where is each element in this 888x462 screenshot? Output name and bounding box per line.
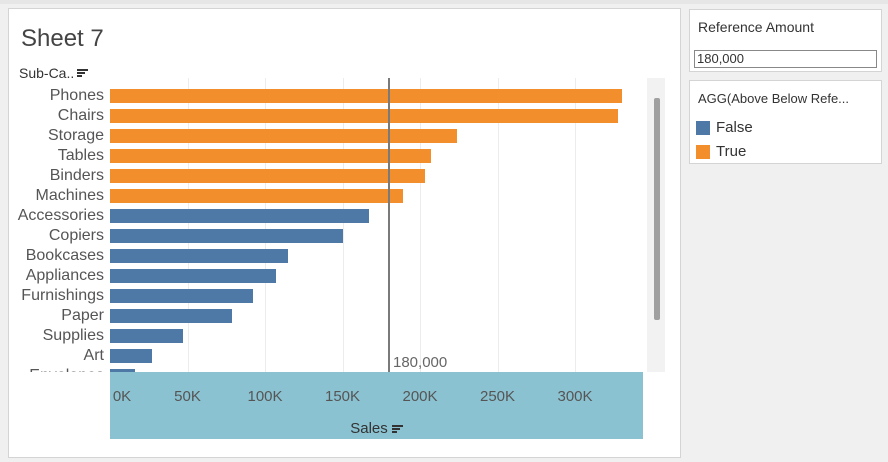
sort-icon[interactable] (391, 424, 403, 434)
bar-envelopes[interactable] (110, 369, 135, 372)
category-label[interactable]: Chairs (57, 107, 104, 124)
bar-binders[interactable] (110, 169, 425, 183)
category-label[interactable]: Copiers (48, 227, 104, 244)
gridline (420, 78, 421, 372)
category-label[interactable]: Paper (61, 307, 104, 324)
bar-chart-plot[interactable]: 180,000 (110, 78, 636, 372)
category-labels: Phones Chairs Storage Tables Binders Machines… (0, 78, 104, 372)
legend-label-true: True (716, 143, 747, 160)
side-pane-background (686, 166, 888, 462)
category-label[interactable]: Accessories (17, 207, 104, 224)
category-label[interactable]: Machines (35, 187, 104, 204)
bar-paper[interactable] (110, 309, 233, 323)
category-label[interactable]: Bookcases (25, 247, 104, 264)
legend-item-true[interactable]: True (696, 143, 746, 160)
bar-tables[interactable] (110, 149, 431, 163)
bar-phones[interactable] (110, 89, 622, 103)
x-tick-label: 100K (247, 388, 283, 405)
parameter-title: Reference Amount (698, 19, 814, 35)
x-tick-label: 0K (112, 388, 132, 405)
bar-bookcases[interactable] (110, 249, 289, 263)
reference-line[interactable] (388, 78, 390, 372)
bar-copiers[interactable] (110, 229, 343, 243)
category-label[interactable]: Art (83, 347, 104, 364)
legend-label-false: False (716, 119, 753, 136)
gridline (342, 78, 344, 372)
x-tick-label: 50K (174, 388, 201, 405)
category-label[interactable]: Supplies (42, 327, 104, 344)
gridline (187, 78, 189, 372)
row-header[interactable]: Sub-Ca.. (19, 65, 89, 81)
reference-line-label: 180,000 (393, 354, 448, 371)
x-tick-label: 150K (324, 388, 361, 405)
legend-card: AGG(Above Below Refe... False True (689, 80, 882, 164)
category-label[interactable]: Tables (57, 147, 104, 164)
x-tick-label: 300K (557, 388, 593, 405)
category-label[interactable]: Phones (49, 87, 104, 104)
gridline (575, 78, 576, 372)
legend-swatch-true (696, 144, 710, 159)
x-tick-label: 200K (402, 388, 438, 405)
category-label[interactable]: Envelopes (29, 366, 104, 372)
category-label[interactable]: Storage (47, 127, 104, 144)
bar-art[interactable] (110, 349, 152, 363)
bar-furnishings[interactable] (110, 289, 253, 303)
bar-appliances[interactable] (110, 269, 276, 283)
bar-machines[interactable] (110, 189, 403, 203)
x-axis[interactable]: Sales 0K 50K 100K 150K 200K 250K 300K (110, 372, 643, 439)
x-axis-label: Sales (350, 420, 388, 437)
category-label[interactable]: Furnishings (21, 287, 104, 304)
row-header-label: Sub-Ca.. (19, 65, 75, 81)
parameter-card: Reference Amount 180,000 (689, 9, 882, 72)
legend-title: AGG(Above Below Refe... (698, 91, 850, 106)
scrollbar-thumb[interactable] (654, 98, 660, 320)
category-label[interactable]: Binders (49, 167, 104, 184)
x-tick-label: 250K (479, 388, 516, 405)
category-label[interactable]: Appliances (25, 267, 104, 284)
bar-supplies[interactable] (110, 329, 183, 343)
bar-storage[interactable] (110, 129, 458, 143)
top-strip (0, 0, 888, 4)
x-axis-title: Sales (110, 420, 643, 437)
bar-chairs[interactable] (110, 109, 619, 123)
bar-accessories[interactable] (110, 209, 369, 223)
legend-item-false[interactable]: False (696, 119, 753, 136)
reference-amount-input[interactable]: 180,000 (694, 50, 877, 68)
sort-icon[interactable] (77, 68, 89, 78)
gridline (265, 78, 266, 372)
gridline (497, 78, 499, 372)
legend-swatch-false (696, 120, 710, 135)
sheet-title: Sheet 7 (21, 25, 104, 52)
